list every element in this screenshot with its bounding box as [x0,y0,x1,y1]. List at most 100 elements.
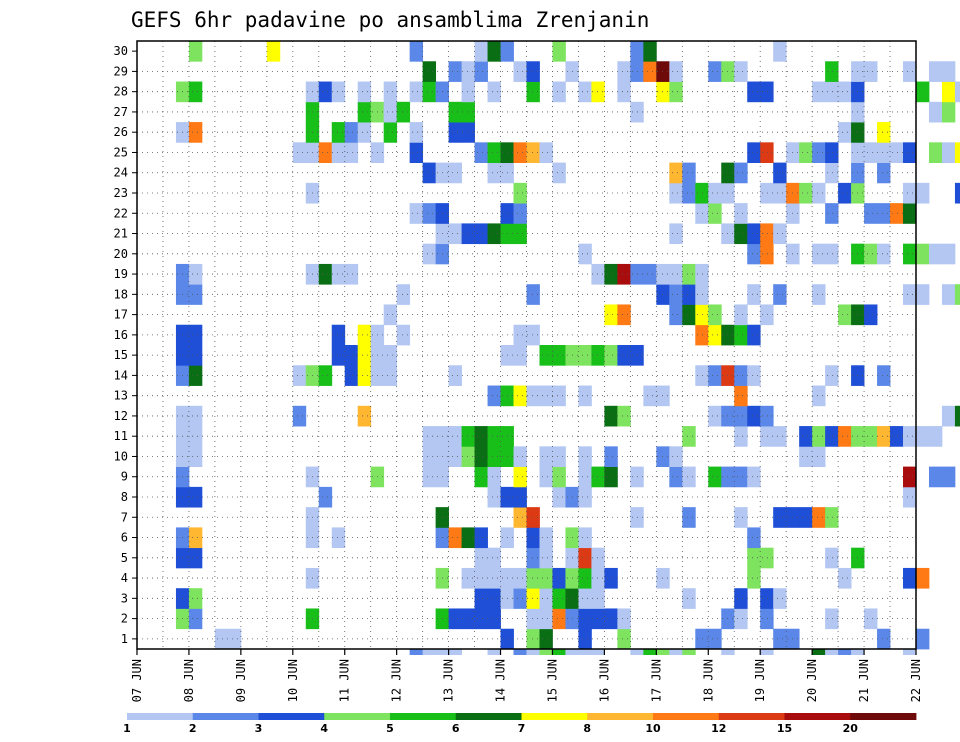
heatmap-cell [825,608,839,630]
heatmap-cell [682,426,696,447]
colorbar-segment [127,713,194,720]
heatmap-cell [916,567,930,589]
heatmap-cell [188,284,203,305]
heatmap-cell [864,304,878,326]
heatmap-cell [214,628,229,650]
heatmap-cell [188,41,203,62]
heatmap-cell [630,41,644,62]
heatmap-cell [448,101,462,123]
heatmap-cell [799,446,813,467]
heatmap-cell [734,324,748,346]
heatmap-cell [357,405,372,427]
heatmap-cell [448,608,462,630]
heatmap-cell [799,426,813,447]
heatmap-cell [864,61,878,82]
heatmap-cell [954,142,960,163]
heatmap-cell [954,284,960,305]
heatmap-cell [292,405,307,427]
heatmap-cell [331,81,346,103]
heatmap-cell [474,41,488,62]
heatmap-cell [422,466,437,488]
heatmap-cell [708,304,722,326]
heatmap-cell [513,223,527,245]
heatmap-cell [539,345,553,366]
heatmap-cell [422,243,437,265]
heatmap-cell [422,426,437,447]
below-axis-cell [825,649,839,655]
heatmap-cell [422,81,437,103]
heatmap-cell [760,223,774,245]
heatmap-cell [552,486,566,508]
x-tick-label: 15 JUN [545,659,559,702]
heatmap-cell [669,223,683,245]
heatmap-cell [708,324,722,346]
y-tick-label: 7 [121,510,128,524]
heatmap-cell [773,223,787,245]
below-axis-cell [669,649,683,655]
heatmap-cell [578,486,592,508]
heatmap-cell [552,162,566,184]
heatmap-cell [760,405,774,427]
heatmap-cell [188,608,203,630]
heatmap-cell [448,162,462,184]
heatmap-cell [591,608,605,630]
y-tick-label: 12 [114,409,128,423]
heatmap-cell [474,142,488,163]
heatmap-cell [526,547,540,569]
heatmap-cell [604,608,618,630]
heatmap-cell [617,304,631,326]
heatmap-cell [747,223,761,245]
heatmap-cell [760,547,774,569]
heatmap-cell [578,608,592,630]
below-axis-cell [539,649,553,655]
heatmap-cell [747,567,761,589]
heatmap-cell [591,547,605,569]
heatmap-cell [461,527,475,549]
y-tick-label: 18 [114,287,128,301]
heatmap-cell [734,162,748,184]
below-axis-cell [409,649,424,655]
colorbar-label: 15 [777,722,792,735]
heatmap-cell [539,466,553,488]
heatmap-cell [461,567,475,589]
colorbar-segment [521,713,588,720]
heatmap-cell [825,365,839,386]
heatmap-cell [552,567,566,589]
heatmap-cell [734,385,748,407]
plot-frame [136,40,917,650]
heatmap-cell [941,142,956,163]
heatmap-cell [682,304,696,326]
heatmap-cell [695,284,709,305]
heatmap-cell [760,304,774,326]
heatmap-cell [734,426,748,447]
heatmap-cell [734,405,748,427]
heatmap-cell [825,507,839,528]
heatmap-cell [760,588,774,609]
heatmap-cell [474,608,488,630]
heatmap-cell [812,142,826,163]
heatmap-cell [903,203,917,224]
heatmap-cell [825,61,839,82]
heatmap-cell [617,405,631,427]
heatmap-cell [487,567,501,589]
heatmap-cell [188,527,203,549]
heatmap-cell [773,628,787,650]
heatmap-cell [461,81,475,103]
heatmap-cell [422,203,437,224]
heatmap-cell [526,507,540,528]
heatmap-cell [734,61,748,82]
heatmap-cell [773,588,787,609]
heatmap-cell [760,243,774,265]
x-tick-label: 14 JUN [494,659,508,702]
heatmap-cell [188,81,203,103]
colorbar-label: 3 [255,722,263,735]
heatmap-cell [487,446,501,467]
heatmap-cell [825,243,839,265]
heatmap-cell [188,547,203,569]
heatmap-cell [669,263,683,285]
heatmap-cell [916,81,930,103]
heatmap-cell [578,588,592,609]
heatmap-cell [656,385,670,407]
y-axis: 1234567891011121314151617181920212223242… [114,44,137,646]
heatmap-cell [773,284,787,305]
